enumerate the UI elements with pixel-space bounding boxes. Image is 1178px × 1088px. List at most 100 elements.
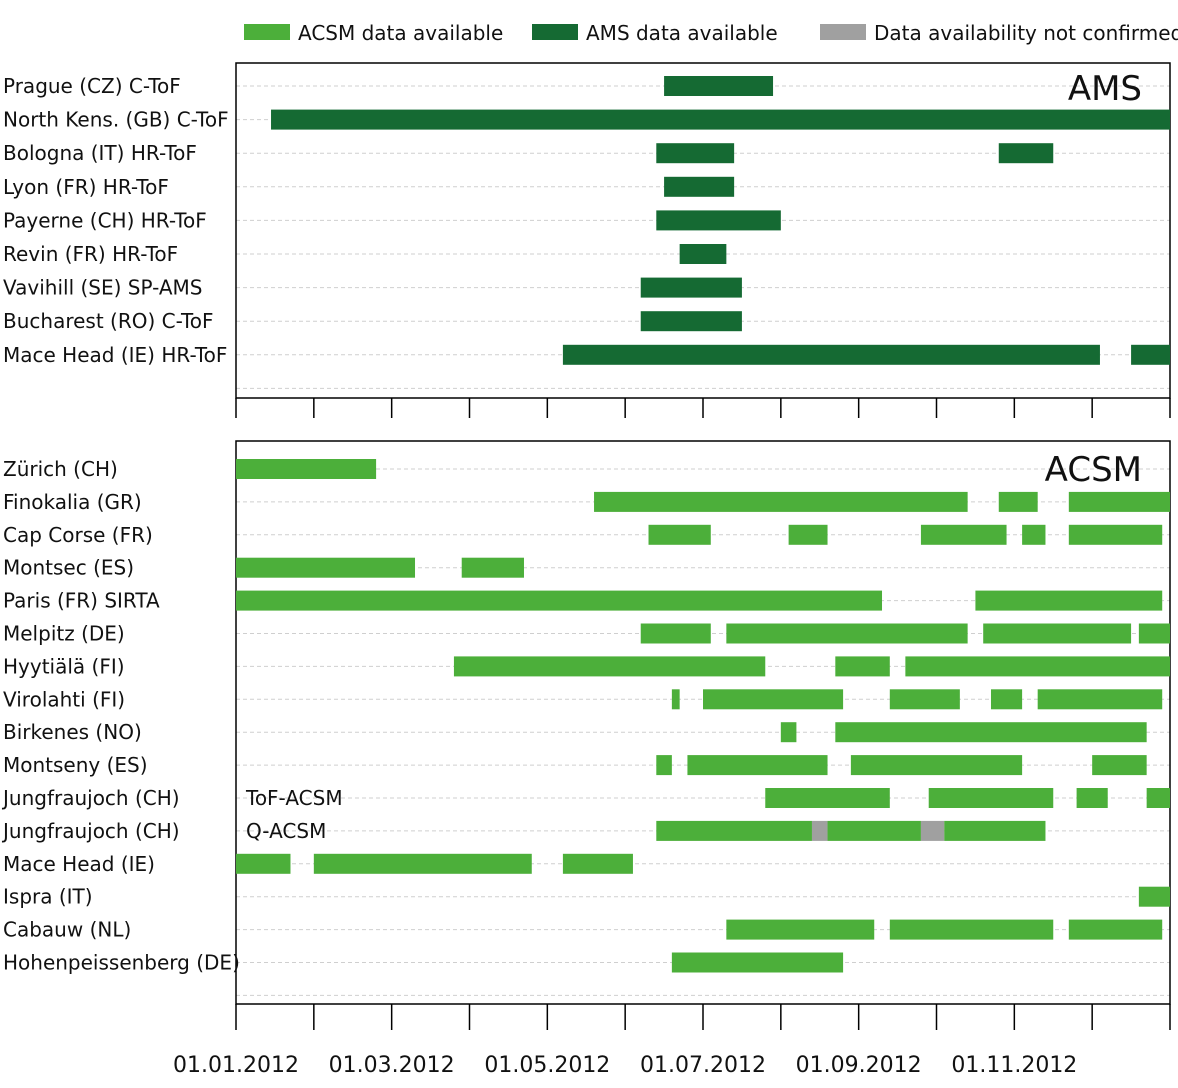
legend-swatch-ams [532, 24, 578, 40]
ams-row-label: Lyon (FR) HR-ToF [3, 175, 169, 199]
acsm-bar-acsm [1068, 524, 1163, 545]
ams-bar-ams [679, 244, 727, 264]
legend-label-ams: AMS data available [586, 21, 778, 45]
acsm-row-label: Mace Head (IE) [3, 852, 155, 876]
acsm-bar-acsm [1022, 524, 1046, 545]
acsm-row-note: ToF-ACSM [245, 786, 343, 810]
acsm-bar-acsm [640, 623, 711, 644]
acsm-bar-acsm [1138, 623, 1170, 644]
ams-bar-ams [562, 344, 1100, 365]
ams-row-label: Revin (FR) HR-ToF [3, 242, 178, 266]
acsm-row-label: Hohenpeissenberg (DE) [3, 951, 240, 975]
ams-bar-ams [664, 176, 735, 197]
acsm-bar-acsm [1068, 919, 1163, 940]
ams-bar-ams [656, 143, 735, 164]
acsm-bar-na [811, 820, 828, 841]
acsm-bar-na [920, 820, 945, 841]
x-tick-label: 01.09.2012 [796, 1053, 922, 1078]
acsm-bar-acsm [726, 919, 875, 940]
ams-panel-title: AMS [1068, 69, 1142, 109]
acsm-panel-title: ACSM [1045, 450, 1142, 490]
ams-bar-ams [1131, 344, 1170, 365]
acsm-bar-acsm [236, 459, 377, 479]
acsm-bar-acsm [944, 820, 1046, 841]
acsm-bar-acsm [236, 853, 291, 874]
x-tick-label: 01.03.2012 [329, 1053, 455, 1078]
acsm-bar-acsm [835, 656, 890, 677]
ams-row-label: North Kens. (GB) C-ToF [3, 108, 229, 132]
acsm-bar-acsm [765, 788, 890, 808]
acsm-row-label: Paris (FR) SIRTA [3, 589, 160, 613]
acsm-row-label: Finokalia (GR) [3, 490, 142, 514]
acsm-bar-acsm [889, 919, 1054, 940]
acsm-row-note: Q-ACSM [246, 819, 326, 843]
acsm-row-label: Virolahti (FI) [3, 687, 125, 711]
acsm-bar-acsm [671, 689, 680, 710]
acsm-bar-acsm [656, 755, 672, 776]
acsm-row-label: Melpitz (DE) [3, 622, 125, 646]
acsm-bar-acsm [648, 524, 711, 545]
acsm-bar-acsm [236, 590, 883, 611]
acsm-bar-acsm [827, 820, 921, 841]
acsm-bar-acsm [703, 689, 844, 710]
acsm-row-label: Jungfraujoch (CH) [1, 786, 180, 810]
acsm-bar-acsm [461, 557, 524, 578]
acsm-bar-acsm [1068, 491, 1170, 512]
ams-row-label: Vavihill (SE) SP-AMS [3, 276, 203, 300]
acsm-row-label: Birkenes (NO) [3, 720, 142, 744]
acsm-bar-acsm [889, 689, 960, 710]
acsm-bar-acsm [1138, 886, 1170, 907]
legend-swatch-na [820, 24, 866, 40]
ams-row-label: Prague (CZ) C-ToF [3, 74, 181, 98]
legend-label-na: Data availability not confirmed [874, 21, 1178, 45]
legend-swatch-acsm [244, 24, 290, 40]
acsm-bar-acsm [726, 623, 968, 644]
x-tick-label: 01.07.2012 [640, 1053, 766, 1078]
x-tick-label: 01.01.2012 [173, 1053, 299, 1078]
acsm-bar-acsm [313, 853, 532, 874]
acsm-bar-acsm [850, 755, 1023, 776]
acsm-bar-acsm [453, 656, 766, 677]
ams-bar-ams [664, 76, 774, 96]
ams-row-label: Bucharest (RO) C-ToF [3, 309, 214, 333]
acsm-bar-acsm [998, 491, 1038, 512]
ams-bar-ams [656, 210, 781, 231]
ams-row-label: Payerne (CH) HR-ToF [3, 208, 207, 232]
acsm-bar-acsm [1076, 788, 1108, 808]
acsm-bar-acsm [920, 524, 1007, 545]
acsm-bar-acsm [928, 788, 1054, 808]
acsm-bar-acsm [835, 722, 1147, 743]
acsm-bar-acsm [788, 524, 828, 545]
acsm-bar-acsm [1092, 755, 1147, 776]
acsm-bar-acsm [975, 590, 1163, 611]
ams-bar-ams [640, 277, 742, 298]
ams-bar-ams [271, 109, 1170, 130]
acsm-bar-acsm [983, 623, 1132, 644]
acsm-row-label: Hyytiälä (FI) [3, 654, 125, 678]
acsm-bar-acsm [990, 689, 1023, 710]
acsm-bar-acsm [594, 491, 968, 512]
ams-row-label: Bologna (IT) HR-ToF [3, 141, 197, 165]
acsm-row-label: Cap Corse (FR) [3, 523, 153, 547]
acsm-bar-acsm [687, 755, 828, 776]
acsm-row-label: Zürich (CH) [3, 457, 118, 481]
acsm-bar-acsm [1146, 788, 1170, 808]
acsm-bar-acsm [905, 656, 1170, 677]
acsm-row-label: Cabauw (NL) [3, 918, 131, 942]
x-tick-label: 01.05.2012 [484, 1053, 610, 1078]
acsm-row-label: Montsec (ES) [3, 556, 134, 580]
acsm-bar-acsm [671, 952, 844, 973]
legend-label-acsm: ACSM data available [298, 21, 503, 45]
ams-row-label: Mace Head (IE) HR-ToF [3, 343, 227, 367]
ams-bar-ams [998, 143, 1054, 164]
ams-bar-ams [640, 311, 742, 332]
acsm-row-label: Jungfraujoch (CH) [1, 819, 180, 843]
acsm-bar-acsm [236, 557, 416, 578]
acsm-row-label: Montseny (ES) [3, 753, 148, 777]
x-tick-label: 01.11.2012 [951, 1053, 1077, 1078]
acsm-bar-acsm [656, 820, 812, 841]
acsm-bar-acsm [1037, 689, 1163, 710]
acsm-row-label: Ispra (IT) [3, 885, 93, 909]
acsm-bar-acsm [780, 722, 797, 743]
